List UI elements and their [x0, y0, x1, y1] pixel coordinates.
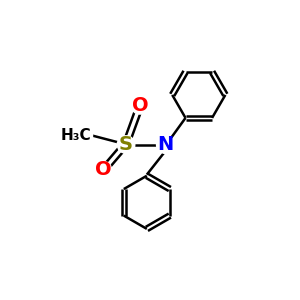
- Circle shape: [117, 136, 135, 153]
- Text: O: O: [94, 160, 111, 179]
- Text: N: N: [157, 135, 173, 154]
- Text: O: O: [132, 96, 148, 115]
- Text: S: S: [119, 135, 133, 154]
- Circle shape: [157, 136, 174, 153]
- Circle shape: [131, 97, 149, 114]
- Circle shape: [94, 161, 112, 179]
- Circle shape: [62, 120, 92, 150]
- Text: H₃C: H₃C: [61, 128, 92, 143]
